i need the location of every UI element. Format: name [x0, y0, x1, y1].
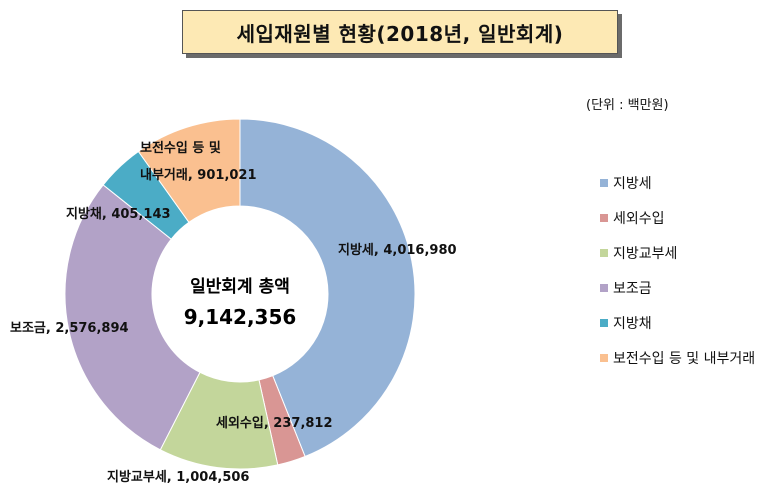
legend-label: 지방교부세 [613, 246, 678, 262]
slice-1 [239, 118, 416, 458]
legend-swatch [600, 214, 608, 222]
legend-item-6: 보전수입 등 및 내부거래 [600, 347, 755, 369]
legend-item-4: 보조금 [600, 277, 755, 299]
data-label-5: 지방채, 405,143 [66, 206, 171, 222]
legend-label: 보전수입 등 및 내부거래 [613, 351, 756, 367]
legend-item-3: 지방교부세 [600, 242, 755, 264]
legend-item-5: 지방채 [600, 312, 755, 334]
legend-swatch [600, 319, 608, 327]
legend-swatch [600, 354, 608, 362]
legend-label: 보조금 [613, 281, 652, 297]
legend-swatch [600, 249, 608, 257]
legend-label: 세외수입 [613, 211, 665, 227]
legend-item-2: 세외수입 [600, 207, 755, 229]
center-value: 9,142,356 [184, 305, 297, 329]
data-label-4: 보조금, 2,576,894 [10, 321, 129, 336]
slice-4 [64, 184, 201, 451]
unit-note: (단위 : 백만원) [586, 98, 669, 113]
data-label-3: 지방교부세, 1,004,506 [107, 469, 249, 485]
data-label-2: 세외수입, 237,812 [216, 415, 333, 431]
legend-swatch [600, 284, 608, 292]
legend-label: 지방세 [613, 176, 652, 192]
data-label-6: 보전수입 등 및 내부거래, 901,021 [140, 140, 257, 183]
legend-item-1: 지방세 [600, 172, 755, 194]
slice-6 [137, 118, 241, 224]
chart-title: 세입재원별 현황(2018년, 일반회계) [182, 10, 618, 54]
center-label: 일반회계 총액 [190, 277, 290, 297]
legend-swatch [600, 179, 608, 187]
data-label-1: 지방세, 4,016,980 [338, 242, 457, 258]
legend-label: 지방채 [613, 316, 652, 332]
